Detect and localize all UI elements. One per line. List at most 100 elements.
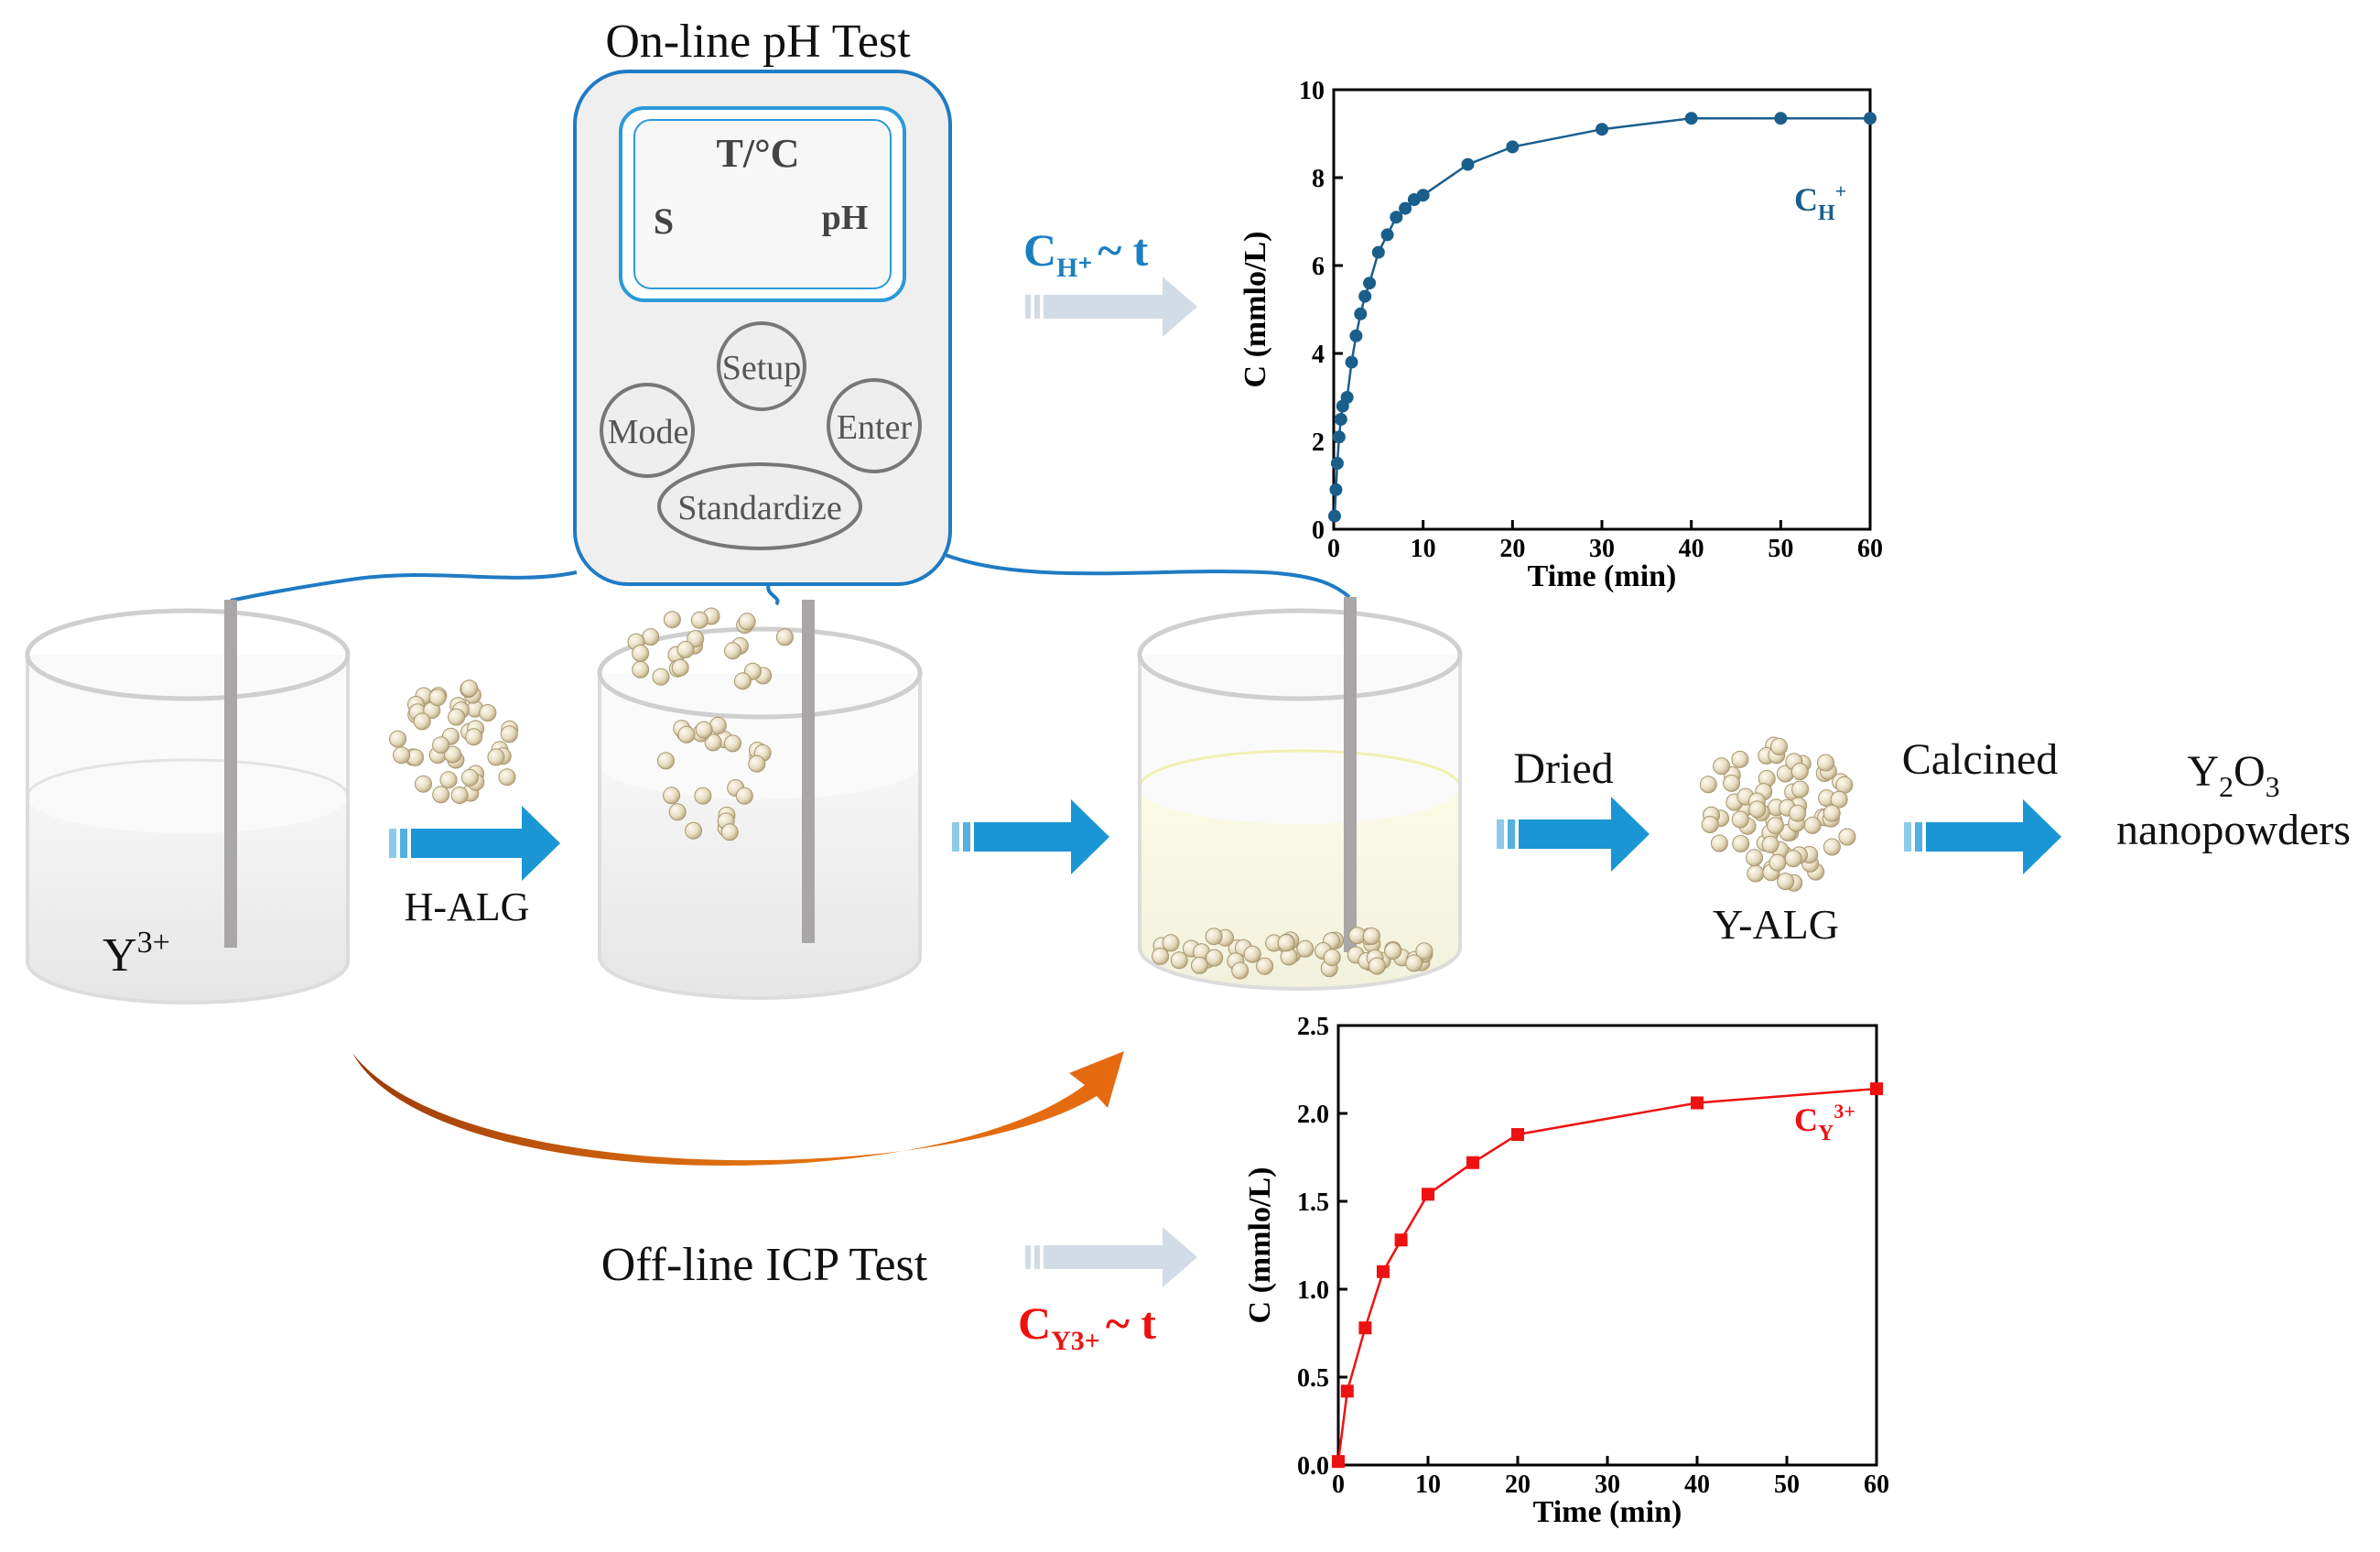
probe-cables [230,552,1351,606]
y-alg-beads [1699,736,1856,892]
bead [748,754,766,773]
bead [724,642,741,660]
arrow-add-h-alg: H-ALG [389,806,560,929]
standardize-button-label: Standardize [677,489,841,527]
bead [1748,800,1767,819]
bead [685,821,703,840]
bead [1835,776,1854,794]
y-tick-label: 2 [1312,429,1325,457]
bead [465,728,483,746]
data-point [1349,329,1363,342]
bead [1231,961,1250,980]
bead [671,658,689,677]
y3-label: Y3+ [103,926,170,982]
bead [1731,810,1749,829]
series-line [1333,116,1870,516]
x-tick-label: 10 [1415,1471,1441,1499]
meter-screen [633,119,892,289]
data-point [1354,307,1368,320]
bead [1415,942,1433,961]
bead [775,628,794,646]
data-point [1371,245,1385,259]
mode-button[interactable]: Mode [600,383,695,478]
bead [738,613,756,631]
sampling-arrow [352,1051,1124,1167]
data-point [1691,1096,1704,1110]
bead [432,736,450,754]
y-tick-label: 0 [1312,516,1325,545]
bead [1162,934,1180,952]
enter-button[interactable]: Enter [827,378,922,473]
data-point [1870,1082,1883,1096]
arrow-calcined: Calcined [1902,735,2061,874]
series-legend: CY3+ [1794,1100,1855,1145]
arrow-dried: Dried [1497,744,1650,872]
bead [389,730,407,748]
data-point [1330,457,1344,470]
y-relation: CY3+ ~ t [1018,1227,1197,1356]
settled-beads [1152,927,1433,980]
beaker-settled [1137,597,1463,991]
x-axis-label: Time (min) [1528,559,1677,593]
bead [1838,828,1856,846]
standardize-button[interactable]: Standardize [657,462,862,550]
bead [690,611,709,629]
y-tick-label: 1.5 [1297,1188,1329,1217]
bead [1790,763,1809,780]
setup-button[interactable]: Setup [717,321,806,411]
data-point [1684,112,1698,125]
x-tick-label: 60 [1857,535,1883,563]
bead [1731,750,1749,768]
suspended-beads [627,607,794,841]
bead [668,803,687,821]
x-tick-label: 30 [1595,1471,1620,1499]
data-point [1334,413,1347,426]
series-legend: CH+ [1794,179,1846,225]
screen-temp-label: T/°C [717,131,800,176]
series-line [1336,1087,1877,1462]
bead [1747,864,1765,883]
plot-frame [1332,88,1872,531]
bead [1710,834,1728,852]
bead [460,768,479,787]
data-point [1340,391,1354,404]
bead [439,771,458,789]
bead [448,708,466,726]
bead [450,787,469,804]
bead [663,611,681,629]
beaker-mixing [597,600,923,1000]
y-axis-label: C (mmlo/L) [1239,232,1272,388]
bead [695,721,713,739]
screen-ph-label: pH [822,199,869,237]
data-point [1466,1156,1479,1169]
y-tick-label: 8 [1312,165,1325,193]
y-tick-label: 1.0 [1297,1276,1329,1305]
h-alg-beads [389,679,519,804]
bead [479,704,497,722]
x-tick-label: 0 [1332,1471,1345,1499]
y-tick-label: 2.5 [1297,1013,1329,1041]
y-tick-label: 10 [1299,77,1325,105]
bead [1789,804,1807,822]
bead [1784,850,1802,868]
bead [393,746,411,765]
data-point [1461,157,1475,171]
data-point [1332,430,1346,444]
bead [428,689,447,707]
y-tick-label: 2.0 [1297,1101,1329,1129]
data-point [1340,1384,1354,1398]
bead [724,734,741,753]
data-point [1511,1128,1524,1142]
bead [704,733,722,752]
data-point [1596,123,1608,136]
data-point [1399,201,1412,215]
product-formula: Y2O3 [2187,747,2279,803]
bead [432,786,450,804]
x-tick-label: 10 [1411,535,1436,563]
bead [415,775,432,793]
bead [1191,956,1208,974]
offline-icp-label: Off-line ICP Test [601,1239,928,1291]
x-tick-label: 40 [1684,1471,1710,1499]
data-point [1864,112,1877,125]
bead [1823,838,1841,856]
